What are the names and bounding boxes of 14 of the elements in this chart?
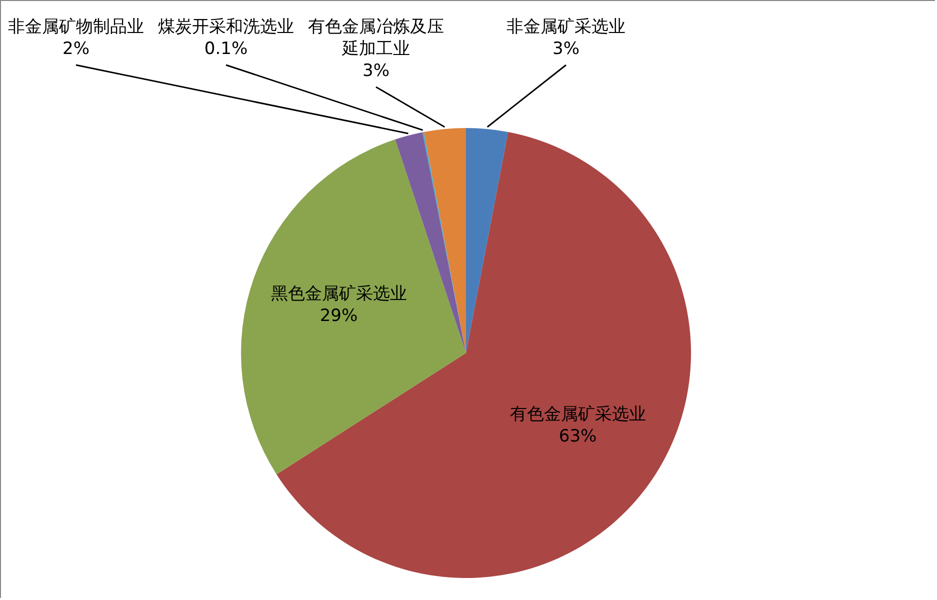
data-label: 3% (362, 61, 390, 81)
data-label: 29% (320, 306, 358, 326)
slice-label: 有色金属矿采选业 (510, 404, 646, 425)
data-label: 3% (552, 39, 580, 59)
slice-label: 黑色金属矿采选业 (270, 284, 407, 304)
data-label: 2% (62, 39, 90, 59)
data-label: 63% (558, 426, 597, 447)
slice-label: 非金属矿物制品业 (8, 17, 144, 37)
slice-label: 有色金属冶炼及压延加工业 (308, 17, 444, 59)
slice-label: 煤炭开采和洗选业 (158, 17, 294, 37)
pie-slice (466, 128, 508, 353)
data-label: 0.1% (204, 39, 248, 59)
slice-label: 非金属矿采选业 (506, 17, 626, 37)
pie-slice (241, 139, 466, 474)
